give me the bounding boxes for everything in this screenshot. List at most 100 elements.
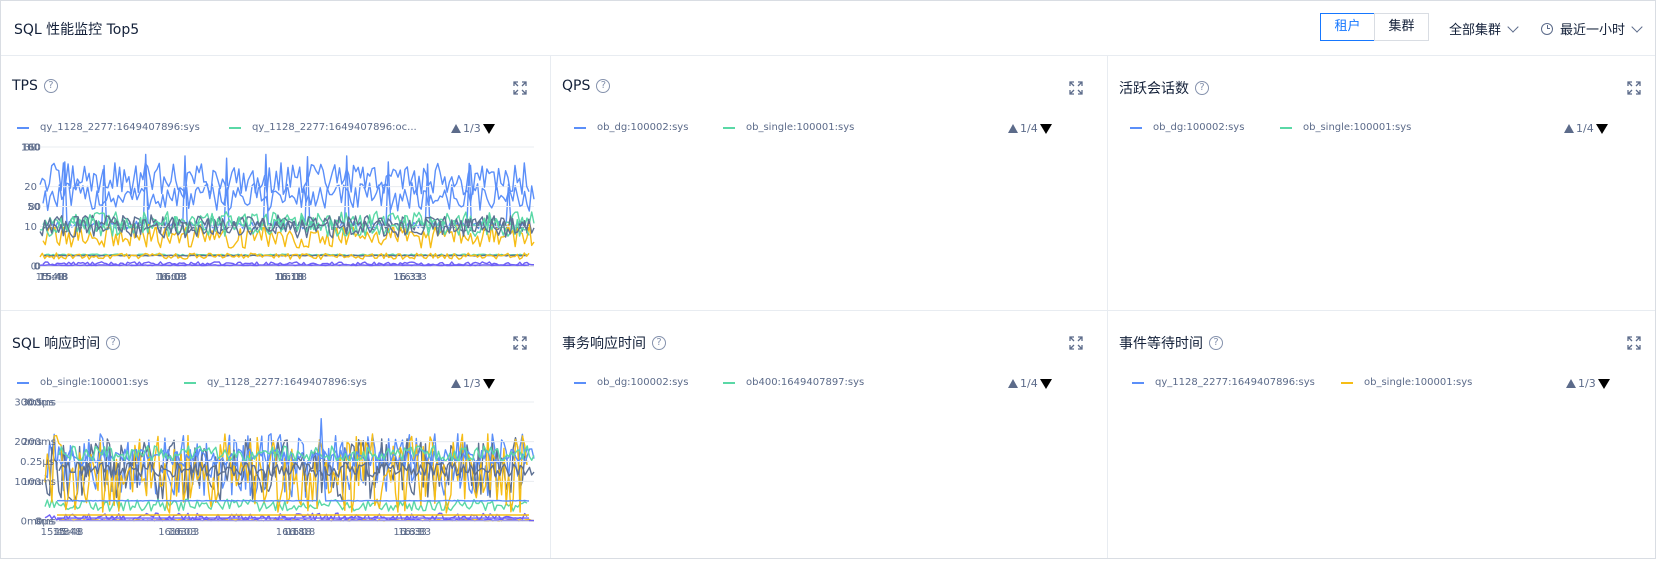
- chart-title: QPS?: [562, 78, 611, 94]
- y-tick-label: 20ms: [14, 437, 42, 448]
- y-tick-label: 50: [27, 202, 40, 213]
- x-tick-label: 15:48: [36, 272, 65, 283]
- legend-next-page-icon[interactable]: [1039, 123, 1052, 134]
- y-tick-label: 0ms: [35, 517, 56, 528]
- legend-prev-page-icon[interactable]: [1566, 379, 1576, 388]
- y-tick-label: 10ms: [14, 477, 42, 488]
- legend-item[interactable]: ob_dg:100002:sys: [1130, 122, 1244, 133]
- cluster-tab[interactable]: 集群: [1374, 13, 1429, 41]
- chart-title-text: QPS: [562, 78, 591, 94]
- legend-item[interactable]: qy_1128_2277:1649407896:sys: [17, 122, 200, 133]
- x-tick-label: 16:03: [158, 527, 187, 538]
- x-tick-label: 16:18: [275, 272, 304, 283]
- series-line: [39, 217, 530, 239]
- legend-next-page-icon[interactable]: [1039, 378, 1052, 389]
- page-title: SQL 性能监控 Top5: [14, 22, 140, 38]
- legend-prev-page-icon[interactable]: [451, 379, 461, 388]
- legend-next-page-icon[interactable]: [482, 378, 495, 389]
- legend-page-indicator: 1/3: [463, 122, 481, 135]
- series-line: [42, 182, 535, 212]
- clock-icon: [1541, 22, 1553, 35]
- help-icon[interactable]: ?: [1209, 336, 1223, 350]
- legend-item[interactable]: ob400:1649407897:sys: [723, 377, 864, 388]
- legend-item[interactable]: ob_single:100001:sys: [17, 377, 148, 388]
- legend-label: ob_dg:100002:sys: [1153, 122, 1245, 133]
- fullscreen-icon[interactable]: [1069, 80, 1083, 95]
- chart-plot: 0µs 0.25µs 0.5µs 15:48 16:03 16:18 16:33: [20, 398, 530, 538]
- x-tick-label: 16:33: [398, 527, 427, 538]
- legend-prev-page-icon[interactable]: [1008, 124, 1018, 133]
- time-range-select[interactable]: 最近一小时: [1541, 19, 1643, 38]
- legend-label: ob_dg:100002:sys: [597, 377, 689, 388]
- legend-item[interactable]: qy_1128_2277:1649407896:oc...: [229, 122, 417, 133]
- fullscreen-icon[interactable]: [513, 335, 527, 350]
- legend-label: qy_1128_2277:1649407896:sys: [207, 377, 367, 388]
- header: SQL 性能监控 Top5 租户 集群 全部集群 最近一小时: [1, 1, 1655, 56]
- legend-item[interactable]: ob_dg:100002:sys: [574, 377, 688, 388]
- chart-title-text: 活跃会话数: [1119, 81, 1189, 97]
- legend-item[interactable]: ob_single:100001:sys: [1280, 122, 1411, 133]
- help-icon[interactable]: ?: [106, 336, 121, 350]
- fullscreen-icon[interactable]: [1627, 80, 1641, 95]
- chart-title-text: 事务响应时间: [562, 336, 646, 352]
- y-tick-label: 30: [24, 143, 37, 154]
- legend-swatch: [1280, 126, 1292, 129]
- cluster-select[interactable]: 全部集群: [1449, 19, 1519, 38]
- legend-item[interactable]: ob_single:100001:sys: [723, 122, 854, 133]
- x-tick-label: 15:48: [41, 527, 70, 538]
- y-tick-label: 0: [34, 262, 40, 273]
- help-icon[interactable]: ?: [1195, 81, 1209, 95]
- y-tick-label: 10: [24, 222, 37, 233]
- x-tick-label: 16:18: [278, 272, 307, 283]
- chart-title-text: TPS: [12, 78, 38, 94]
- legend-label: ob_single:100001:sys: [1364, 377, 1473, 388]
- x-tick-label: 16:33: [393, 272, 422, 283]
- legend-item[interactable]: qy_1128_2277:1649407896:sys: [184, 377, 367, 388]
- legend-pager: 1/4: [1564, 122, 1608, 135]
- chart-title: TPS?: [12, 78, 58, 94]
- legend-swatch: [723, 126, 735, 129]
- cluster-select-value: 全部集群: [1449, 23, 1502, 38]
- legend-item[interactable]: ob_dg:100002:sys: [574, 122, 688, 133]
- legend-next-page-icon[interactable]: [1595, 123, 1608, 134]
- x-tick-label: 16:18: [276, 527, 305, 538]
- legend-swatch: [1130, 126, 1142, 129]
- legend-item[interactable]: ob_single:100001:sys: [1341, 377, 1472, 388]
- x-tick-label: 16:03: [157, 272, 186, 283]
- help-icon[interactable]: ?: [43, 79, 58, 93]
- legend-item[interactable]: qy_1128_2277:1649407896:sys: [1132, 377, 1315, 388]
- legend-pager: 1/3: [1566, 377, 1610, 390]
- y-tick-label: 100: [21, 143, 40, 154]
- divider: [1, 310, 1655, 311]
- divider: [550, 56, 551, 558]
- help-icon[interactable]: ?: [596, 79, 611, 93]
- chart-title: 活跃会话数?: [1119, 78, 1209, 98]
- x-tick-label: 15:48: [55, 527, 84, 538]
- fullscreen-icon[interactable]: [1069, 335, 1083, 350]
- y-tick-label: 200ms: [22, 437, 56, 448]
- legend-page-indicator: 1/3: [1578, 377, 1596, 390]
- x-tick-label: 16:18: [286, 527, 315, 538]
- legend-next-page-icon[interactable]: [482, 123, 495, 134]
- legend-prev-page-icon[interactable]: [451, 124, 461, 133]
- scope-toggle: 租户 集群: [1320, 13, 1429, 41]
- series-line: [58, 460, 535, 478]
- series-line: [44, 498, 528, 512]
- x-tick-label: 16:33: [393, 527, 422, 538]
- help-icon[interactable]: ?: [652, 336, 666, 350]
- chart-legend: qy_1128_2277:1649407896:sys ob_single:100…: [1108, 377, 1655, 391]
- legend-label: ob_single:100001:sys: [1303, 122, 1412, 133]
- series-line: [56, 418, 530, 502]
- x-tick-label: 16:18: [274, 272, 303, 283]
- chart-panel: 活跃会话数? ob_dg:100002:sys ob_single:100001:s…: [1108, 56, 1655, 306]
- legend-swatch: [1341, 381, 1353, 384]
- fullscreen-icon[interactable]: [1627, 335, 1641, 350]
- legend-swatch: [723, 381, 735, 384]
- divider: [1107, 56, 1108, 558]
- legend-prev-page-icon[interactable]: [1008, 379, 1018, 388]
- legend-prev-page-icon[interactable]: [1564, 124, 1574, 133]
- legend-next-page-icon[interactable]: [1597, 378, 1610, 389]
- fullscreen-icon[interactable]: [513, 80, 527, 95]
- y-tick-label: 300ms: [22, 398, 56, 409]
- chart-legend: ob_single:100001:sys qy_1128_2277:1649407…: [1, 377, 550, 391]
